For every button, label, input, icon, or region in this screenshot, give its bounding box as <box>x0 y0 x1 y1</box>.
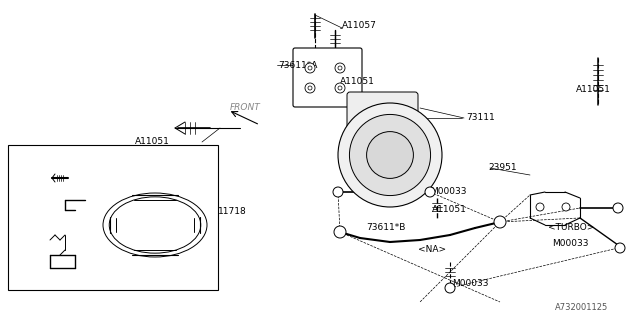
Circle shape <box>367 132 413 179</box>
Text: M00033: M00033 <box>452 279 488 289</box>
Circle shape <box>308 86 312 90</box>
Text: 23951: 23951 <box>488 164 516 172</box>
Text: A11051: A11051 <box>135 138 170 147</box>
Text: A11051: A11051 <box>340 77 375 86</box>
Circle shape <box>334 226 346 238</box>
Text: A11051: A11051 <box>576 85 611 94</box>
Text: 73611*A: 73611*A <box>278 60 317 69</box>
Circle shape <box>305 83 315 93</box>
Circle shape <box>536 203 544 211</box>
Circle shape <box>335 83 345 93</box>
Bar <box>8 145 218 290</box>
Text: A732001125: A732001125 <box>555 303 608 313</box>
Circle shape <box>338 66 342 70</box>
Text: <NA>: <NA> <box>418 245 446 254</box>
Circle shape <box>338 86 342 90</box>
Text: <TURBO>: <TURBO> <box>548 223 595 233</box>
Circle shape <box>425 187 435 197</box>
Text: M00033: M00033 <box>552 239 589 249</box>
Circle shape <box>445 283 455 293</box>
Circle shape <box>615 243 625 253</box>
Circle shape <box>494 216 506 228</box>
Circle shape <box>338 103 442 207</box>
Text: 11718: 11718 <box>218 207 247 217</box>
Circle shape <box>335 63 345 73</box>
FancyBboxPatch shape <box>347 92 418 138</box>
Text: M00033: M00033 <box>430 188 467 196</box>
Circle shape <box>333 187 343 197</box>
Text: 73611*B: 73611*B <box>366 223 405 233</box>
Text: 73111: 73111 <box>466 114 495 123</box>
Circle shape <box>349 115 431 196</box>
Text: A11057: A11057 <box>342 21 377 30</box>
Circle shape <box>308 66 312 70</box>
Text: A11051: A11051 <box>432 205 467 214</box>
FancyBboxPatch shape <box>293 48 362 107</box>
Circle shape <box>562 203 570 211</box>
Circle shape <box>305 63 315 73</box>
Text: FRONT: FRONT <box>230 103 260 113</box>
Circle shape <box>613 203 623 213</box>
